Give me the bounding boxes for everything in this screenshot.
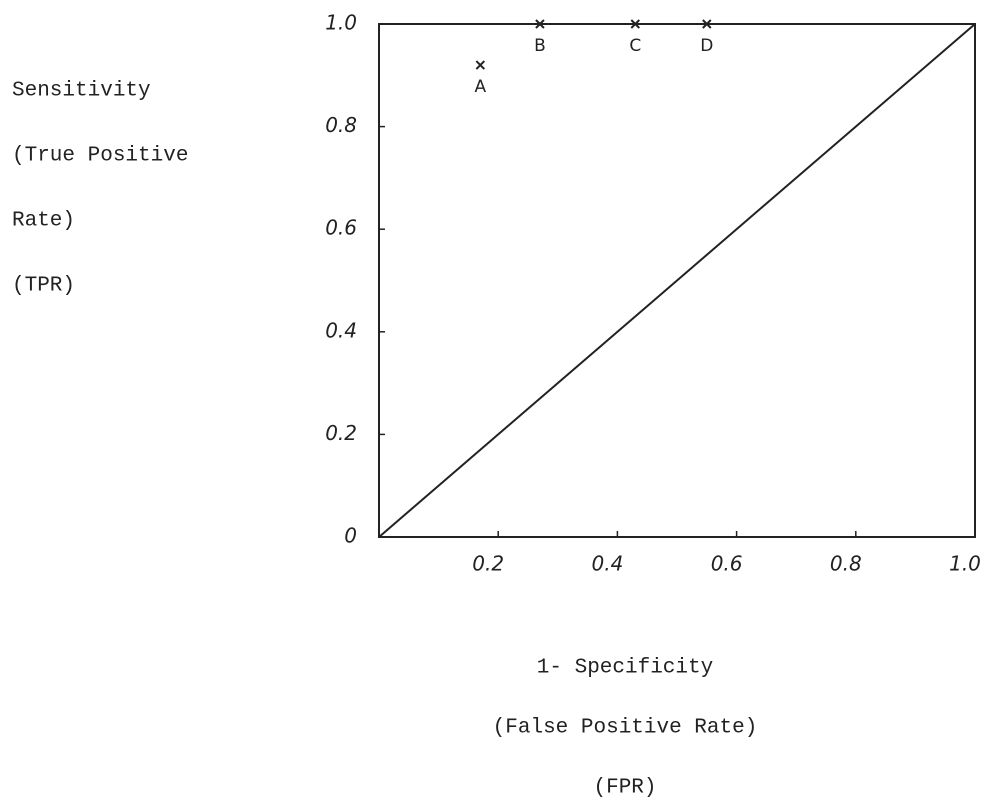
x-axis-label: (FPR) xyxy=(593,777,656,800)
x-tick-label: 0.6 xyxy=(711,552,743,576)
y-axis-label: (TPR) xyxy=(12,275,75,298)
chart: 0 0.2 0.4 0.6 0.8 1.0 0.2 0.4 0.6 0.8 1.0 Sensitivi… xyxy=(0,0,987,805)
x-axis-label: (False Positive Rate) xyxy=(493,717,758,740)
point-label: B xyxy=(534,36,546,56)
y-tick-label: 0.8 xyxy=(325,113,357,137)
x-tick-label: 0.2 xyxy=(472,552,504,576)
y-tick-label: 1.0 xyxy=(325,11,357,35)
reference-line xyxy=(379,24,975,537)
x-tick-label: 0.8 xyxy=(830,552,862,576)
x-axis-label: 1- Specificity xyxy=(537,657,713,680)
point xyxy=(476,61,484,69)
y-tick-label: 0.4 xyxy=(325,318,357,342)
y-axis-label: (True Positive xyxy=(12,145,188,168)
y-axis-label: Sensitivity xyxy=(12,80,151,103)
x-tick-label: 1.0 xyxy=(949,552,981,576)
y-tick-label: 0 xyxy=(344,524,357,548)
y-tick-label: 0.2 xyxy=(325,421,357,445)
point-label: A xyxy=(474,77,486,97)
y-tick-label: 0.6 xyxy=(325,216,357,240)
x-tick-label: 0.4 xyxy=(591,552,623,576)
point-label: C xyxy=(629,36,641,56)
point-label: D xyxy=(700,36,713,56)
y-axis-label: Rate) xyxy=(12,210,75,233)
